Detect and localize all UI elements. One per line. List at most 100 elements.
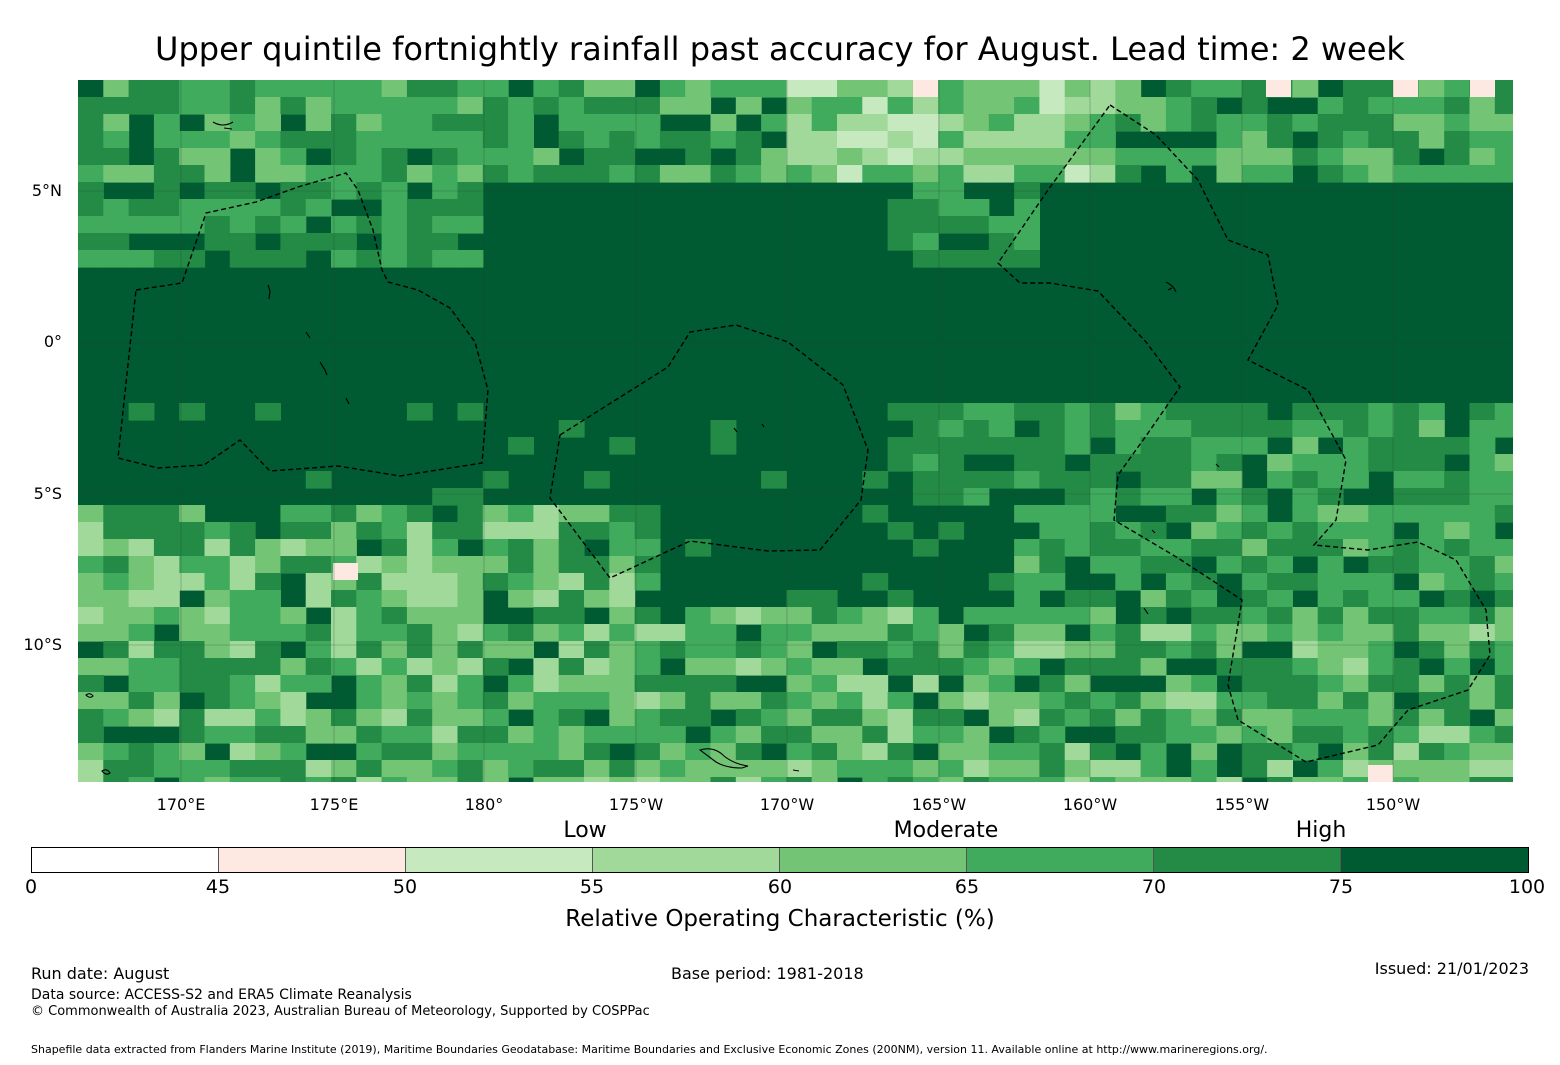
grid-cell [938,692,965,710]
grid-cell [356,97,383,115]
grid-cell [482,709,509,727]
colorbar-tick-55: 55 [579,876,605,898]
grid-cell [381,743,408,761]
grid-cell [1317,505,1344,523]
grid-cell [482,131,509,149]
grid-cell [1140,556,1167,574]
grid-cell [1115,777,1142,782]
grid-cell [634,709,661,727]
grid-cell [356,743,383,761]
grid-cell [381,607,408,625]
grid-cell [1014,573,1040,591]
grid-cell [837,760,863,778]
grid-cell [1418,505,1445,523]
grid-cell [988,165,1015,183]
grid-cell [179,250,206,268]
grid-cell [1292,641,1319,659]
grid-cell [988,777,1015,782]
grid-cell [103,199,130,217]
grid-cell [1216,454,1243,472]
grid-cell [1343,522,1369,540]
grid-cell [229,675,256,693]
grid-cell [1014,743,1040,761]
eez-kiribati-line [997,104,1491,763]
grid-cell [609,437,636,455]
grid-cell [1368,675,1395,693]
coastline-atoll [305,331,311,339]
grid-cell [1444,114,1471,132]
grid-cell [305,709,332,727]
grid-cell [229,233,256,251]
grid-cell [1469,97,1496,115]
grid-cell [305,658,332,676]
grid-cell [1241,658,1268,676]
grid-cell [78,709,104,727]
grid-cell [508,624,534,642]
grid-cell [609,760,636,778]
grid-cell [1191,590,1218,608]
page-title: Upper quintile fortnightly rainfall past… [155,30,1405,68]
grid-cell [1039,624,1066,642]
grid-cell [103,131,130,149]
grid-cell [1039,420,1066,438]
grid-cell [1393,131,1420,149]
grid-cell [1241,692,1268,710]
grid-cell [482,624,509,642]
grid-cell [938,403,965,421]
grid-cell [103,777,130,782]
grid-cell [1140,97,1167,115]
grid-cell [280,148,307,166]
grid-cell [78,165,104,183]
grid-cell [1039,539,1066,557]
grid-cell [887,624,914,642]
grid-cell [1216,165,1243,183]
grid-cell [609,658,636,676]
grid-cell [634,658,661,676]
grid-cell [508,131,534,149]
grid-cell [1494,556,1513,574]
grid-cell [204,641,231,659]
grid-cell [331,607,357,625]
grid-cell [1216,420,1243,438]
grid-cell [1317,97,1344,115]
grid-cell [710,743,737,761]
grid-cell [179,573,206,591]
grid-cell [1090,777,1116,782]
grid-cell [1317,131,1344,149]
grid-cell [457,590,484,608]
grid-cell [659,709,686,727]
grid-cell [1267,624,1293,642]
grid-cell [1090,590,1116,608]
grid-cell [912,539,939,557]
grid-cell [457,726,484,744]
grid-cell [735,641,762,659]
grid-cell [938,250,965,268]
grid-cell [1418,114,1445,132]
grid-cell [128,624,155,642]
grid-cell [1292,80,1319,98]
grid-cell [584,692,610,710]
grid-cell [255,777,281,782]
accuracy-map[interactable] [78,80,1513,782]
grid-cell [1165,726,1192,744]
grid-cell [508,590,534,608]
grid-cell [710,675,737,693]
grid-cell [1039,148,1066,166]
grid-cell [204,114,231,132]
grid-cell [78,573,104,591]
grid-cell [1368,97,1395,115]
x-tick-155w: 155°W [1214,795,1270,814]
grid-cell [1165,590,1192,608]
grid-cell [634,522,661,540]
grid-cell [1241,607,1268,625]
grid-cell [1267,675,1293,693]
grid-cell [1165,692,1192,710]
grid-cell [1267,471,1293,489]
grid-cell [128,658,155,676]
grid-cell [887,760,914,778]
grid-cell [305,97,332,115]
grid-cell [1368,641,1395,659]
grid-cell [128,539,155,557]
grid-cell [938,97,965,115]
grid-cell [1241,148,1268,166]
